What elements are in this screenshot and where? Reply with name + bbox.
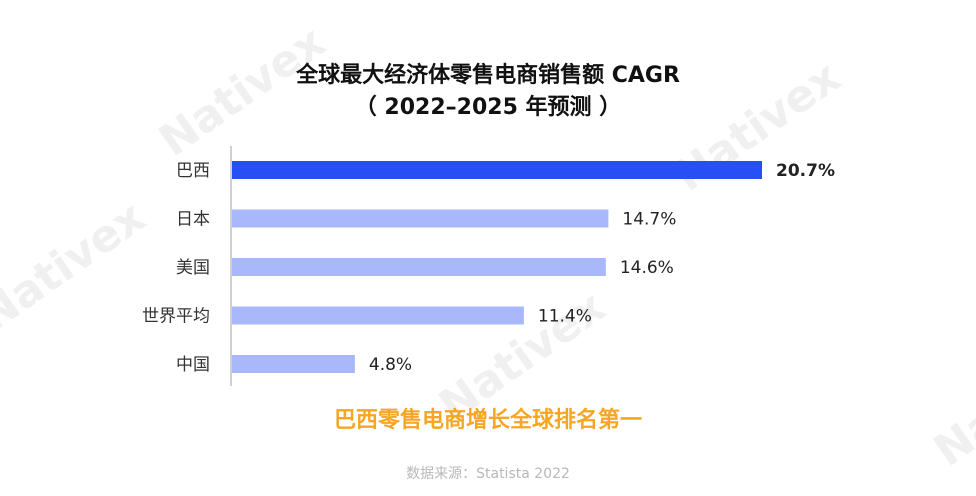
category-label-1: 日本 [176,210,210,230]
value-label-0: 20.7% [776,161,835,181]
bar-3 [232,306,524,325]
highlight-caption: 巴西零售电商增长全球排名第一 [333,408,642,433]
value-label-3: 11.4% [538,307,592,327]
value-label-4: 4.8% [369,355,412,375]
bar-4 [232,355,355,373]
bar-2 [232,258,606,276]
value-label-2: 14.6% [620,258,674,278]
category-label-4: 中国 [176,355,210,375]
category-label-0: 巴西 [176,161,210,181]
category-label-2: 美国 [176,258,210,278]
bar-0 [232,161,762,179]
source-note: 数据来源：Statista 2022 [406,466,570,482]
category-label-3: 世界平均 [142,307,210,327]
chart-subtitle: （ 2022–2025 年预测 ） [354,95,622,120]
chart-title: 全球最大经济体零售电商销售额 CAGR [296,63,680,88]
bar-1 [232,209,609,228]
value-label-1: 14.7% [622,210,676,230]
